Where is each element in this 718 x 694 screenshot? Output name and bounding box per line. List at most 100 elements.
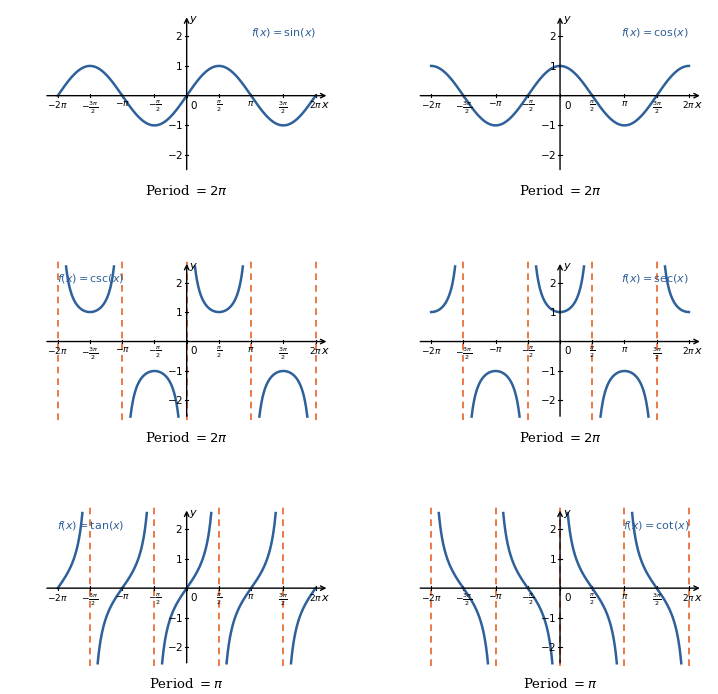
Text: $-1$: $-1$ [167, 119, 183, 131]
Text: $2\pi$: $2\pi$ [309, 345, 322, 356]
Text: $2\pi$: $2\pi$ [309, 592, 322, 602]
Text: $\frac{\pi}{2}$: $\frac{\pi}{2}$ [589, 592, 595, 607]
Text: $-2\pi$: $-2\pi$ [47, 99, 68, 110]
Text: $0$: $0$ [190, 344, 198, 357]
Text: $-2$: $-2$ [167, 641, 183, 653]
Text: Period $= \pi$: Period $= \pi$ [523, 677, 597, 691]
Text: $x$: $x$ [694, 593, 703, 602]
Text: $-2\pi$: $-2\pi$ [421, 592, 442, 602]
Text: $1$: $1$ [175, 60, 183, 72]
Text: $-\frac{\pi}{2}$: $-\frac{\pi}{2}$ [148, 345, 162, 360]
Text: $-1$: $-1$ [540, 365, 556, 377]
Text: $-\frac{\pi}{2}$: $-\frac{\pi}{2}$ [148, 592, 162, 607]
Text: $\frac{3\pi}{2}$: $\frac{3\pi}{2}$ [279, 345, 289, 362]
Text: $\frac{\pi}{2}$: $\frac{\pi}{2}$ [589, 345, 595, 360]
Text: $\frac{3\pi}{2}$: $\frac{3\pi}{2}$ [652, 345, 662, 362]
Text: $0$: $0$ [564, 591, 572, 603]
Text: Period $= 2\pi$: Period $= 2\pi$ [145, 184, 228, 198]
Text: $\frac{3\pi}{2}$: $\frac{3\pi}{2}$ [652, 592, 662, 609]
Text: $\frac{\pi}{2}$: $\frac{\pi}{2}$ [216, 99, 222, 115]
Text: $\pi$: $\pi$ [248, 592, 255, 601]
Text: $0$: $0$ [564, 99, 572, 110]
Text: $2$: $2$ [549, 30, 556, 42]
Text: $y$: $y$ [189, 261, 198, 273]
Text: $1$: $1$ [549, 552, 556, 565]
Text: $y$: $y$ [562, 508, 572, 520]
Text: $-\frac{\pi}{2}$: $-\frac{\pi}{2}$ [521, 345, 535, 360]
Text: $-1$: $-1$ [167, 365, 183, 377]
Text: $-2\pi$: $-2\pi$ [47, 345, 68, 356]
Text: $-\frac{3\pi}{2}$: $-\frac{3\pi}{2}$ [454, 592, 472, 609]
Text: $2$: $2$ [175, 277, 183, 289]
Text: $2\pi$: $2\pi$ [682, 99, 696, 110]
Text: $-\pi$: $-\pi$ [115, 345, 130, 354]
Text: $x$: $x$ [694, 100, 703, 110]
Text: $x$: $x$ [694, 346, 703, 356]
Text: $0$: $0$ [190, 99, 198, 110]
Text: $-\pi$: $-\pi$ [488, 592, 503, 601]
Text: $2\pi$: $2\pi$ [682, 345, 696, 356]
Text: $2$: $2$ [175, 30, 183, 42]
Text: $1$: $1$ [549, 306, 556, 318]
Text: $y$: $y$ [562, 261, 572, 273]
Text: $-\frac{\pi}{2}$: $-\frac{\pi}{2}$ [521, 99, 535, 115]
Text: $-\frac{\pi}{2}$: $-\frac{\pi}{2}$ [148, 99, 162, 115]
Text: $0$: $0$ [190, 591, 198, 603]
Text: $-2$: $-2$ [167, 394, 183, 407]
Text: $\frac{3\pi}{2}$: $\frac{3\pi}{2}$ [279, 592, 289, 609]
Text: $-1$: $-1$ [540, 611, 556, 624]
Text: $x$: $x$ [321, 593, 330, 602]
Text: $-2$: $-2$ [540, 394, 556, 407]
Text: $-2$: $-2$ [540, 149, 556, 161]
Text: Period $= \pi$: Period $= \pi$ [149, 677, 224, 691]
Text: $\frac{3\pi}{2}$: $\frac{3\pi}{2}$ [279, 99, 289, 116]
Text: $f(x) = \cos(x)$: $f(x) = \cos(x)$ [621, 26, 689, 39]
Text: $-\pi$: $-\pi$ [115, 592, 130, 601]
Text: $-2$: $-2$ [167, 149, 183, 161]
Text: $1$: $1$ [175, 552, 183, 565]
Text: $-1$: $-1$ [540, 119, 556, 131]
Text: $-2\pi$: $-2\pi$ [421, 99, 442, 110]
Text: $-\frac{3\pi}{2}$: $-\frac{3\pi}{2}$ [81, 345, 99, 362]
Text: $-\frac{3\pi}{2}$: $-\frac{3\pi}{2}$ [454, 345, 472, 362]
Text: $2$: $2$ [549, 277, 556, 289]
Text: Period $= 2\pi$: Period $= 2\pi$ [518, 431, 602, 445]
Text: $1$: $1$ [175, 306, 183, 318]
Text: $2$: $2$ [175, 523, 183, 535]
Text: $-2\pi$: $-2\pi$ [47, 592, 68, 602]
Text: $-\pi$: $-\pi$ [488, 345, 503, 354]
Text: $\pi$: $\pi$ [248, 99, 255, 108]
Text: $f(x) = \sin(x)$: $f(x) = \sin(x)$ [251, 26, 316, 39]
Text: $f(x) = \csc(x)$: $f(x) = \csc(x)$ [57, 272, 125, 285]
Text: $2\pi$: $2\pi$ [309, 99, 322, 110]
Text: $\pi$: $\pi$ [621, 592, 628, 601]
Text: $f(x) = \cot(x)$: $f(x) = \cot(x)$ [623, 519, 689, 532]
Text: $-\frac{3\pi}{2}$: $-\frac{3\pi}{2}$ [81, 99, 99, 116]
Text: $-2\pi$: $-2\pi$ [421, 345, 442, 356]
Text: Period $= 2\pi$: Period $= 2\pi$ [145, 431, 228, 445]
Text: $x$: $x$ [321, 100, 330, 110]
Text: $y$: $y$ [189, 508, 198, 520]
Text: $-2$: $-2$ [540, 641, 556, 653]
Text: Period $= 2\pi$: Period $= 2\pi$ [518, 184, 602, 198]
Text: $\frac{\pi}{2}$: $\frac{\pi}{2}$ [216, 592, 222, 607]
Text: $-\frac{\pi}{2}$: $-\frac{\pi}{2}$ [521, 592, 535, 607]
Text: $f(x) = \tan(x)$: $f(x) = \tan(x)$ [57, 519, 125, 532]
Text: $f(x) = \sec(x)$: $f(x) = \sec(x)$ [621, 272, 689, 285]
Text: $2\pi$: $2\pi$ [682, 592, 696, 602]
Text: $x$: $x$ [321, 346, 330, 356]
Text: $-\frac{3\pi}{2}$: $-\frac{3\pi}{2}$ [454, 99, 472, 116]
Text: $-\frac{3\pi}{2}$: $-\frac{3\pi}{2}$ [81, 592, 99, 609]
Text: $\pi$: $\pi$ [621, 99, 628, 108]
Text: $\frac{3\pi}{2}$: $\frac{3\pi}{2}$ [652, 99, 662, 116]
Text: $\pi$: $\pi$ [248, 345, 255, 354]
Text: $-\pi$: $-\pi$ [115, 99, 130, 108]
Text: $\frac{\pi}{2}$: $\frac{\pi}{2}$ [589, 99, 595, 115]
Text: $\frac{\pi}{2}$: $\frac{\pi}{2}$ [216, 345, 222, 360]
Text: $y$: $y$ [562, 15, 572, 26]
Text: $y$: $y$ [189, 15, 198, 26]
Text: $-1$: $-1$ [167, 611, 183, 624]
Text: $\pi$: $\pi$ [621, 345, 628, 354]
Text: $2$: $2$ [549, 523, 556, 535]
Text: $-\pi$: $-\pi$ [488, 99, 503, 108]
